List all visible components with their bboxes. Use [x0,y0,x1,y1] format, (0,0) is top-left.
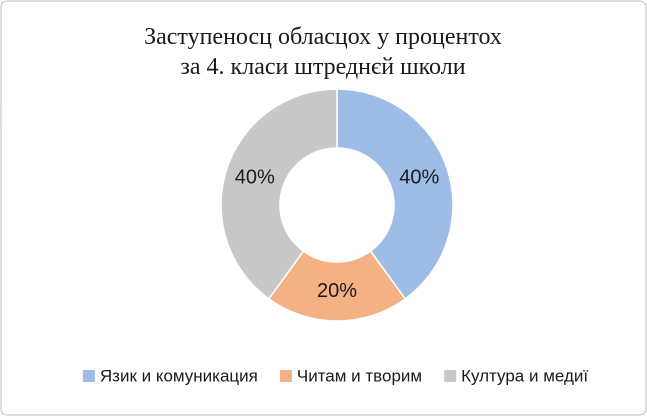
donut-segment [336,88,454,300]
legend-swatch [279,370,292,382]
data-label: 20% [317,280,357,302]
chart-title: Заступеносц обласцох у процентох [144,24,502,50]
legend-label: Култура и медиї [461,366,588,385]
legend-label: Язик и комуникация [100,366,258,385]
data-label: 40% [399,167,439,189]
legend-label: Читам и творим [297,366,422,385]
legend-swatch [444,370,457,382]
donut-segment [220,88,338,300]
data-label: 40% [235,167,275,189]
donut-segment [267,250,407,322]
chart-title: за 4. класи штреднєй школи [180,54,465,80]
legend-swatch [82,370,95,382]
